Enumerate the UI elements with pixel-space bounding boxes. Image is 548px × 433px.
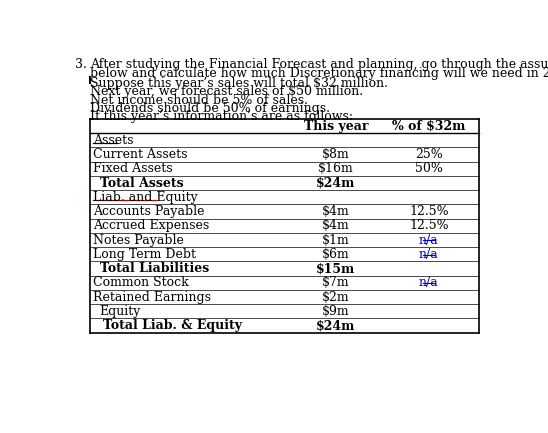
Text: Notes Payable: Notes Payable xyxy=(93,233,184,246)
Text: $4m: $4m xyxy=(322,205,350,218)
Text: Dividends should be 50% of earnings.: Dividends should be 50% of earnings. xyxy=(90,102,330,115)
Text: $15m: $15m xyxy=(316,262,356,275)
Text: $1m: $1m xyxy=(322,233,350,246)
Text: $24m: $24m xyxy=(316,177,356,190)
Text: Net income should be 5% of sales.: Net income should be 5% of sales. xyxy=(90,94,308,107)
Text: Accounts Payable: Accounts Payable xyxy=(93,205,205,218)
Text: Long Term Debt: Long Term Debt xyxy=(93,248,196,261)
Text: If this year’s information’s are as follows:: If this year’s information’s are as foll… xyxy=(90,110,353,123)
Text: below and calculate how much Discretionary financing will we need in 2021 year?: below and calculate how much Discretiona… xyxy=(90,68,548,81)
Text: Current Assets: Current Assets xyxy=(93,148,188,161)
Text: $4m: $4m xyxy=(322,219,350,232)
Text: Retained Earnings: Retained Earnings xyxy=(93,291,212,304)
Text: $6m: $6m xyxy=(322,248,350,261)
Text: $7m: $7m xyxy=(322,276,350,289)
Text: $24m: $24m xyxy=(316,319,356,332)
Text: Next year, we forecast sales of $50 million.: Next year, we forecast sales of $50 mill… xyxy=(90,85,363,98)
Text: $8m: $8m xyxy=(322,148,350,161)
Text: Total Liab. & Equity: Total Liab. & Equity xyxy=(102,319,242,332)
Text: After studying the Financial Forecast and planning, go through the assumption da: After studying the Financial Forecast an… xyxy=(90,58,548,71)
Text: 3.: 3. xyxy=(75,58,87,71)
Text: Accrued Expenses: Accrued Expenses xyxy=(93,219,209,232)
Text: $2m: $2m xyxy=(322,291,350,304)
Text: 12.5%: 12.5% xyxy=(409,219,449,232)
Text: Liab. and Equity: Liab. and Equity xyxy=(93,191,198,204)
Text: Assets: Assets xyxy=(93,134,134,147)
Text: n/a: n/a xyxy=(419,248,439,261)
Text: 25%: 25% xyxy=(415,148,443,161)
Text: Total Assets: Total Assets xyxy=(100,177,183,190)
Text: Equity: Equity xyxy=(100,305,141,318)
Text: Suppose this year’s sales will total $32 million.: Suppose this year’s sales will total $32… xyxy=(90,78,388,90)
Text: n/a: n/a xyxy=(419,276,439,289)
Text: $9m: $9m xyxy=(322,305,350,318)
Text: n/a: n/a xyxy=(419,233,439,246)
Text: Fixed Assets: Fixed Assets xyxy=(93,162,173,175)
Text: This year: This year xyxy=(304,120,368,132)
Text: 50%: 50% xyxy=(415,162,443,175)
Text: 12.5%: 12.5% xyxy=(409,205,449,218)
Text: Common Stock: Common Stock xyxy=(93,276,189,289)
Text: % of $32m: % of $32m xyxy=(392,120,466,132)
Text: Total Liabilities: Total Liabilities xyxy=(100,262,209,275)
Text: $16m: $16m xyxy=(318,162,354,175)
